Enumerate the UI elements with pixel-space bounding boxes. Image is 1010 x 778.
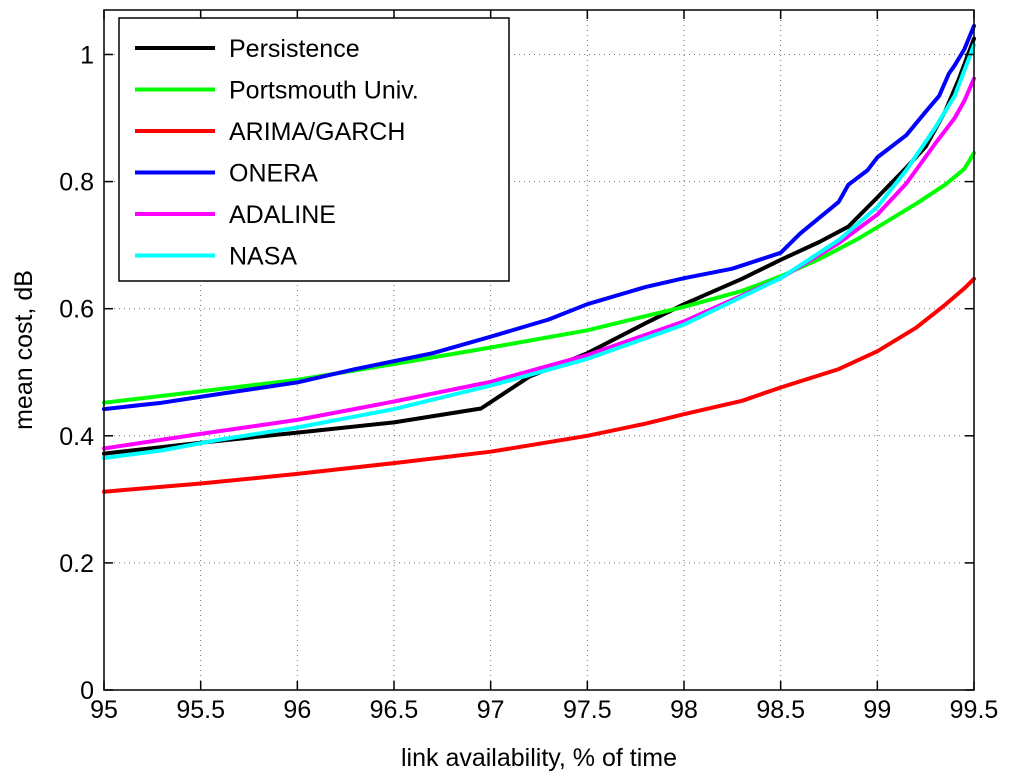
legend-label: NASA bbox=[229, 243, 297, 271]
plot-frame bbox=[103, 9, 975, 691]
axis-ticks bbox=[103, 10, 975, 691]
series-line-3 bbox=[102, 23, 976, 412]
y-tick-labels: 0 0.2 0.4 0.6 0.8 1 bbox=[59, 41, 94, 705]
legend: Persistence Portsmouth Univ. ARIMA/GARCH ON… bbox=[118, 17, 510, 282]
y-tick-label: 0.8 bbox=[59, 169, 94, 197]
x-tick-label: 99.5 bbox=[950, 696, 999, 724]
x-tick-label: 96.5 bbox=[370, 696, 419, 724]
x-tick-labels: 95 95.5 96 96.5 97 97.5 98 98.5 99 99.5 bbox=[90, 696, 998, 724]
x-tick-label: 97 bbox=[477, 696, 505, 724]
y-tick-label: 0 bbox=[80, 677, 94, 705]
legend-label: Persistence bbox=[229, 35, 360, 63]
x-tick-label: 95 bbox=[90, 696, 118, 724]
x-tick-label: 98.5 bbox=[756, 696, 805, 724]
series-line-2 bbox=[102, 276, 976, 494]
x-tick-label: 95.5 bbox=[176, 696, 225, 724]
y-tick-label: 0.2 bbox=[59, 550, 94, 578]
legend-label: ADALINE bbox=[229, 201, 336, 229]
legend-label: ARIMA/GARCH bbox=[229, 118, 405, 146]
y-axis-label: mean cost, dB bbox=[10, 270, 38, 430]
y-tick-label: 0.6 bbox=[59, 296, 94, 324]
x-tick-label: 99 bbox=[863, 696, 891, 724]
x-tick-label: 96 bbox=[283, 696, 311, 724]
legend-label: ONERA bbox=[229, 160, 318, 188]
legend-box bbox=[118, 17, 510, 282]
series-line-5 bbox=[102, 43, 976, 460]
x-tick-label: 97.5 bbox=[563, 696, 612, 724]
series-group bbox=[102, 23, 976, 494]
x-axis-label: link availability, % of time bbox=[401, 744, 677, 772]
y-tick-label: 1 bbox=[80, 41, 94, 69]
legend-label: Portsmouth Univ. bbox=[229, 77, 419, 105]
x-tick-label: 98 bbox=[670, 696, 698, 724]
y-tick-label: 0.4 bbox=[59, 423, 94, 451]
series-line-0 bbox=[102, 36, 976, 456]
